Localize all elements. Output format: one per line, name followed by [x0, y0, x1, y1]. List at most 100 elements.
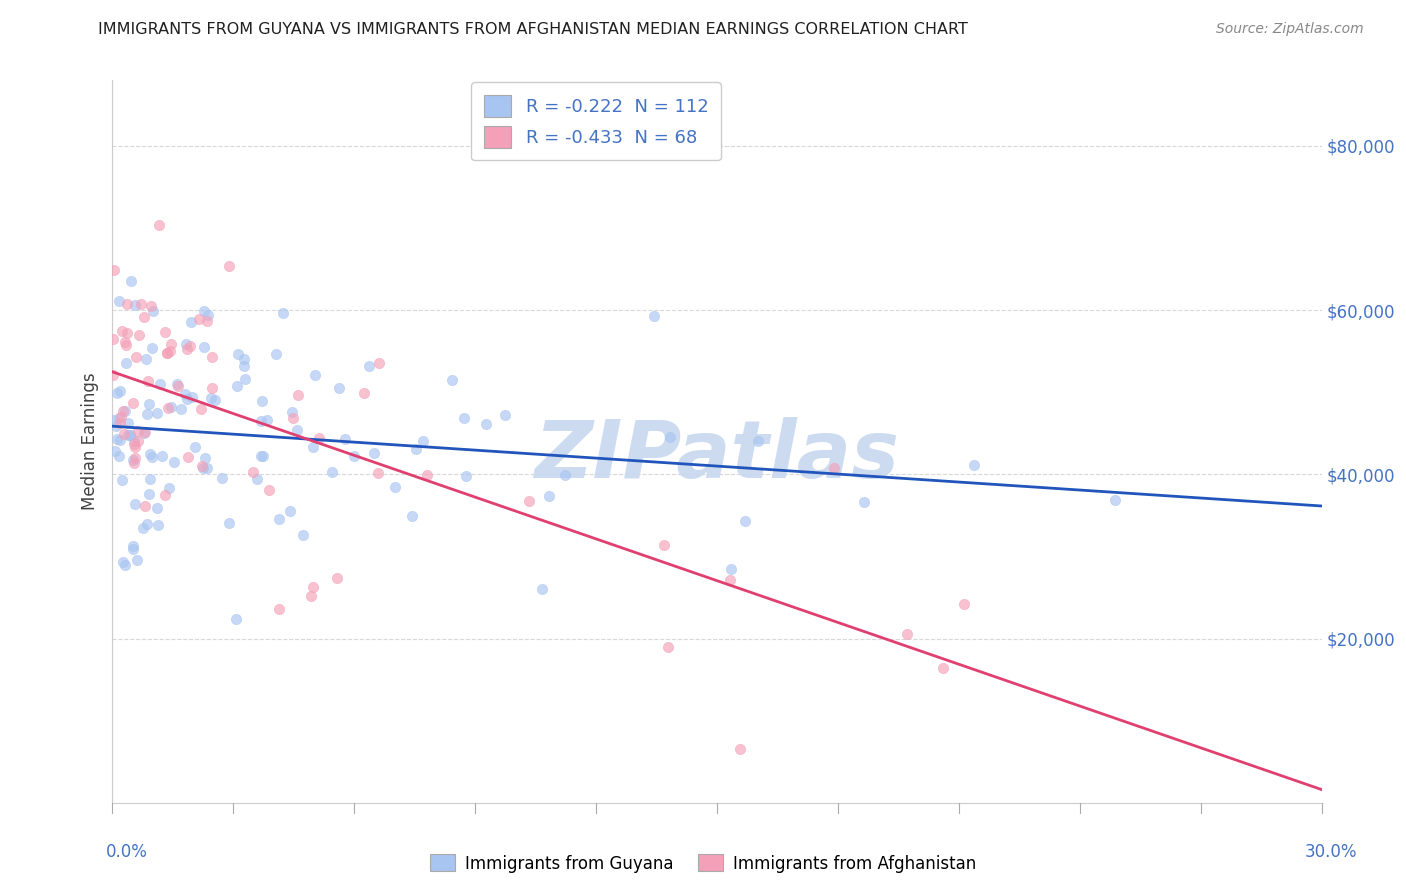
- Point: [475, 417, 498, 432]
- Point: [201, 350, 224, 364]
- Point: [118, 428, 141, 442]
- Point: [176, 392, 198, 406]
- Point: [103, 444, 125, 458]
- Point: [114, 356, 136, 370]
- Text: 30.0%: 30.0%: [1305, 843, 1357, 861]
- Point: [128, 327, 150, 342]
- Point: [163, 454, 186, 468]
- Point: [122, 541, 145, 556]
- Point: [160, 400, 183, 414]
- Point: [110, 433, 132, 447]
- Point: [110, 384, 132, 398]
- Point: [823, 461, 845, 475]
- Point: [325, 571, 347, 585]
- Point: [156, 346, 179, 360]
- Point: [233, 351, 256, 366]
- Point: [146, 406, 169, 420]
- Text: ZIPatlas: ZIPatlas: [534, 417, 900, 495]
- Point: [101, 332, 124, 346]
- Point: [953, 598, 976, 612]
- Point: [110, 410, 132, 425]
- Point: [190, 458, 212, 473]
- Point: [283, 411, 305, 425]
- Point: [287, 388, 309, 402]
- Point: [963, 458, 986, 473]
- Point: [281, 405, 304, 419]
- Point: [401, 509, 423, 524]
- Point: [160, 336, 183, 351]
- Point: [720, 562, 742, 576]
- Point: [150, 449, 173, 463]
- Point: [657, 640, 679, 654]
- Point: [170, 402, 193, 417]
- Point: [122, 453, 145, 467]
- Point: [120, 274, 142, 288]
- Point: [267, 512, 290, 526]
- Point: [142, 303, 165, 318]
- Point: [359, 359, 381, 374]
- Point: [554, 467, 576, 482]
- Point: [153, 488, 176, 502]
- Point: [343, 450, 366, 464]
- Point: [138, 397, 160, 411]
- Point: [135, 352, 157, 367]
- Point: [211, 471, 233, 485]
- Point: [131, 521, 153, 535]
- Point: [278, 504, 301, 518]
- Point: [193, 340, 215, 354]
- Point: [184, 440, 207, 454]
- Point: [124, 434, 146, 449]
- Point: [127, 425, 149, 439]
- Point: [531, 582, 554, 597]
- Point: [718, 574, 741, 588]
- Point: [156, 346, 179, 360]
- Point: [149, 376, 172, 391]
- Point: [747, 434, 769, 448]
- Point: [252, 449, 274, 463]
- Point: [225, 612, 247, 626]
- Point: [103, 368, 125, 382]
- Point: [136, 374, 159, 388]
- Point: [242, 466, 264, 480]
- Point: [416, 467, 439, 482]
- Point: [190, 402, 212, 417]
- Point: [148, 218, 170, 232]
- Point: [124, 440, 146, 454]
- Y-axis label: Median Earnings: Median Earnings: [80, 373, 98, 510]
- Point: [115, 326, 138, 341]
- Point: [141, 299, 163, 313]
- Point: [139, 472, 162, 486]
- Point: [250, 414, 273, 428]
- Point: [896, 627, 918, 641]
- Point: [108, 411, 131, 425]
- Point: [1104, 493, 1126, 508]
- Point: [367, 466, 389, 480]
- Point: [267, 602, 290, 616]
- Point: [114, 558, 136, 572]
- Point: [134, 499, 156, 513]
- Point: [181, 390, 204, 404]
- Point: [321, 465, 343, 479]
- Point: [299, 589, 322, 603]
- Point: [148, 518, 170, 533]
- Point: [111, 556, 134, 570]
- Point: [517, 493, 540, 508]
- Point: [105, 432, 128, 446]
- Point: [454, 469, 477, 483]
- Legend: Immigrants from Guyana, Immigrants from Afghanistan: Immigrants from Guyana, Immigrants from …: [423, 847, 983, 880]
- Point: [103, 263, 125, 277]
- Point: [228, 347, 250, 361]
- Point: [384, 480, 406, 494]
- Point: [652, 538, 675, 552]
- Point: [932, 661, 955, 675]
- Point: [218, 516, 240, 531]
- Point: [139, 447, 162, 461]
- Point: [363, 446, 385, 460]
- Point: [218, 259, 240, 273]
- Point: [111, 473, 134, 487]
- Text: Source: ZipAtlas.com: Source: ZipAtlas.com: [1216, 22, 1364, 37]
- Point: [179, 339, 201, 353]
- Point: [108, 416, 131, 430]
- Point: [204, 392, 226, 407]
- Point: [233, 371, 256, 385]
